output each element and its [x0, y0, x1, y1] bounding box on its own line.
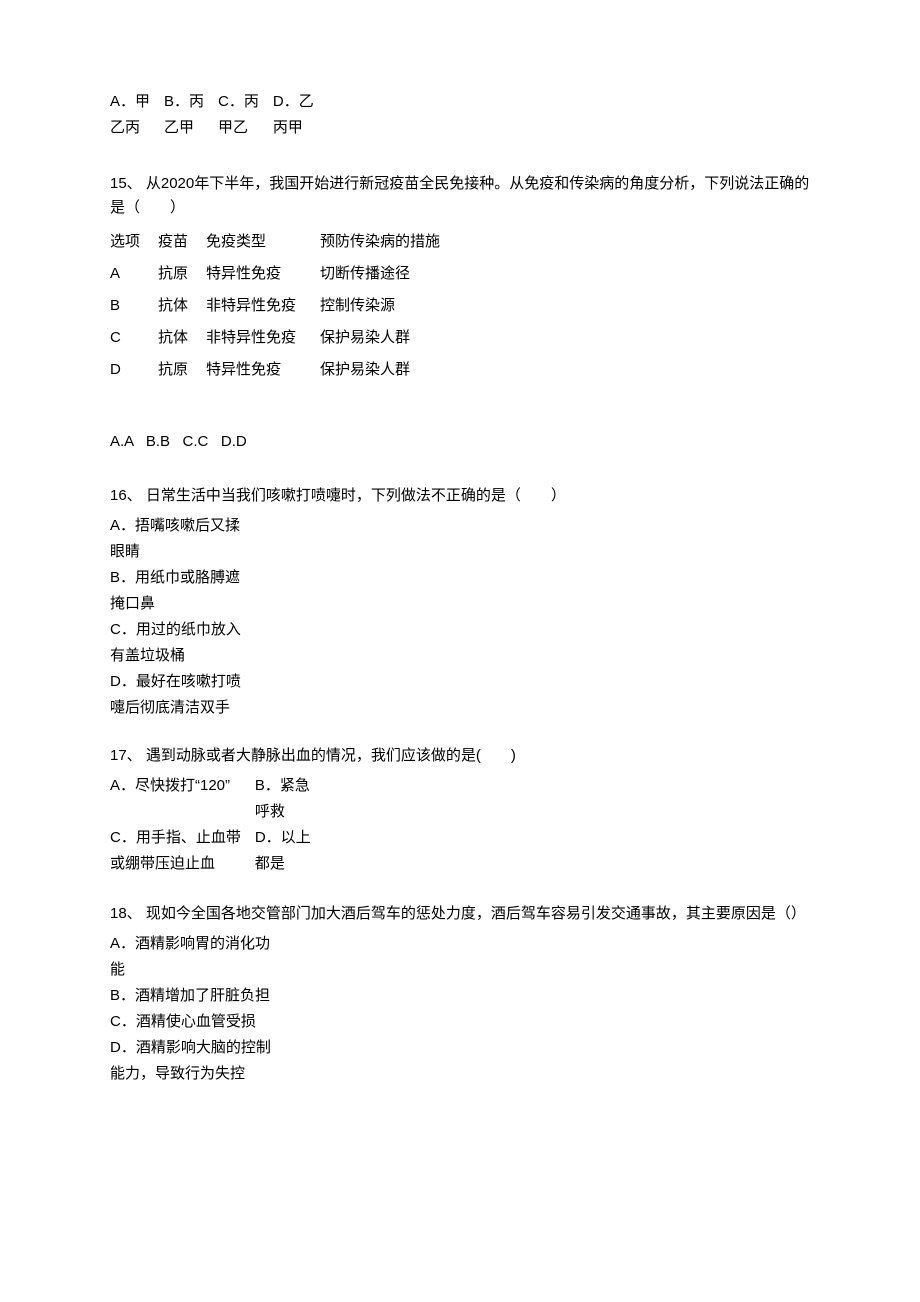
- q17-opt-c-line1: C．用手指、止血带: [110, 826, 255, 852]
- q15-r2c2: 非特异性免疫: [206, 322, 320, 354]
- q14-opt-a-line1: A．甲: [110, 90, 164, 116]
- q14-options-fragment: A．甲 B．丙 C．丙 D．乙 乙丙 乙甲 甲乙 丙甲: [110, 90, 810, 142]
- q17-opt-c-line2: 或绷带压迫止血: [110, 852, 255, 878]
- q17-opt-d-line1: D．以上: [255, 826, 325, 852]
- table-row: B 抗体 非特异性免疫 控制传染源: [110, 290, 440, 322]
- q15-r2c3: 保护易染人群: [320, 322, 440, 354]
- q15-th-measure: 预防传染病的措施: [320, 226, 440, 258]
- q18-opt-d-line2: 能力，导致行为失控: [110, 1062, 810, 1086]
- q14-opt-b-line1: B．丙: [164, 90, 218, 116]
- q15-r0c2: 特异性免疫: [206, 258, 320, 290]
- q14-opt-d-line2: 丙甲: [273, 116, 328, 142]
- q18-opt-a-line1: A．酒精影响胃的消化功: [110, 932, 810, 956]
- q15-th-immunity-type: 免疫类型: [206, 226, 320, 258]
- table-row: 选项 疫苗 免疫类型 预防传染病的措施: [110, 226, 440, 258]
- q15-r1c3: 控制传染源: [320, 290, 440, 322]
- q18-opt-b: B．酒精增加了肝脏负担: [110, 984, 810, 1008]
- q15-r2c1: 抗体: [158, 322, 206, 354]
- q16-opt-c-line1: C．用过的纸巾放入: [110, 618, 810, 642]
- q18-opt-c: C．酒精使心血管受损: [110, 1010, 810, 1034]
- q17-opt-b-line2: 呼救: [255, 800, 325, 826]
- q14-options-table: A．甲 B．丙 C．丙 D．乙 乙丙 乙甲 甲乙 丙甲: [110, 90, 328, 142]
- q16-opt-a-line1: A．捂嘴咳嗽后又揉: [110, 514, 810, 538]
- q17-stem: 17、 遇到动脉或者大静脉出血的情况，我们应该做的是( ): [110, 744, 810, 768]
- q15-r3c3: 保护易染人群: [320, 354, 440, 386]
- q14-opt-c-line2: 甲乙: [218, 116, 273, 142]
- q18: 18、 现如今全国各地交管部门加大酒后驾车的惩处力度，酒后驾车容易引发交通事故，…: [110, 902, 810, 1086]
- q14-opt-b-line2: 乙甲: [164, 116, 218, 142]
- q18-stem: 18、 现如今全国各地交管部门加大酒后驾车的惩处力度，酒后驾车容易引发交通事故，…: [110, 902, 810, 926]
- q15-stem: 15、 从2020年下半年，我国开始进行新冠疫苗全民免接种。从免疫和传染病的角度…: [110, 172, 810, 220]
- q15-table: 选项 疫苗 免疫类型 预防传染病的措施 A 抗原 特异性免疫 切断传播途径 B …: [110, 226, 440, 386]
- q16-opt-b-line1: B．用纸巾或胳膊遮: [110, 566, 810, 590]
- q15-r1c1: 抗体: [158, 290, 206, 322]
- q14-opt-d-line1: D．乙: [273, 90, 328, 116]
- q16-opt-a-line2: 眼睛: [110, 540, 810, 564]
- q14-opt-c-line1: C．丙: [218, 90, 273, 116]
- q18-opt-a-line2: 能: [110, 958, 810, 982]
- q15-th-vaccine: 疫苗: [158, 226, 206, 258]
- q15-r0c0: A: [110, 258, 158, 290]
- q17-options-table: A．尽快拨打“120” B．紧急 呼救 C．用手指、止血带 D．以上 或绷带压迫…: [110, 774, 325, 878]
- q15: 15、 从2020年下半年，我国开始进行新冠疫苗全民免接种。从免疫和传染病的角度…: [110, 172, 810, 454]
- q16-opt-d-line2: 嚏后彻底清洁双手: [110, 696, 810, 720]
- q15-r1c0: B: [110, 290, 158, 322]
- table-row: D 抗原 特异性免疫 保护易染人群: [110, 354, 440, 386]
- q16-opt-b-line2: 掩口鼻: [110, 592, 810, 616]
- q15-answer-options: A.A B.B C.C D.D: [110, 430, 810, 454]
- q15-r3c2: 特异性免疫: [206, 354, 320, 386]
- q15-r3c0: D: [110, 354, 158, 386]
- q16-opt-d-line1: D．最好在咳嗽打喷: [110, 670, 810, 694]
- q15-r0c3: 切断传播途径: [320, 258, 440, 290]
- table-row: C 抗体 非特异性免疫 保护易染人群: [110, 322, 440, 354]
- q14-opt-a-line2: 乙丙: [110, 116, 164, 142]
- table-row: A 抗原 特异性免疫 切断传播途径: [110, 258, 440, 290]
- q17: 17、 遇到动脉或者大静脉出血的情况，我们应该做的是( ) A．尽快拨打“120…: [110, 744, 810, 878]
- q17-opt-d-line2: 都是: [255, 852, 325, 878]
- q16-stem: 16、 日常生活中当我们咳嗽打喷嚏时，下列做法不正确的是（ ）: [110, 484, 810, 508]
- q17-opt-b-line1: B．紧急: [255, 774, 325, 800]
- q15-r0c1: 抗原: [158, 258, 206, 290]
- q15-r1c2: 非特异性免疫: [206, 290, 320, 322]
- q15-r2c0: C: [110, 322, 158, 354]
- q15-th-option: 选项: [110, 226, 158, 258]
- q16-opt-c-line2: 有盖垃圾桶: [110, 644, 810, 668]
- q17-opt-a: A．尽快拨打“120”: [110, 774, 255, 800]
- q18-opt-d-line1: D．酒精影响大脑的控制: [110, 1036, 810, 1060]
- q16: 16、 日常生活中当我们咳嗽打喷嚏时，下列做法不正确的是（ ） A．捂嘴咳嗽后又…: [110, 484, 810, 720]
- q15-r3c1: 抗原: [158, 354, 206, 386]
